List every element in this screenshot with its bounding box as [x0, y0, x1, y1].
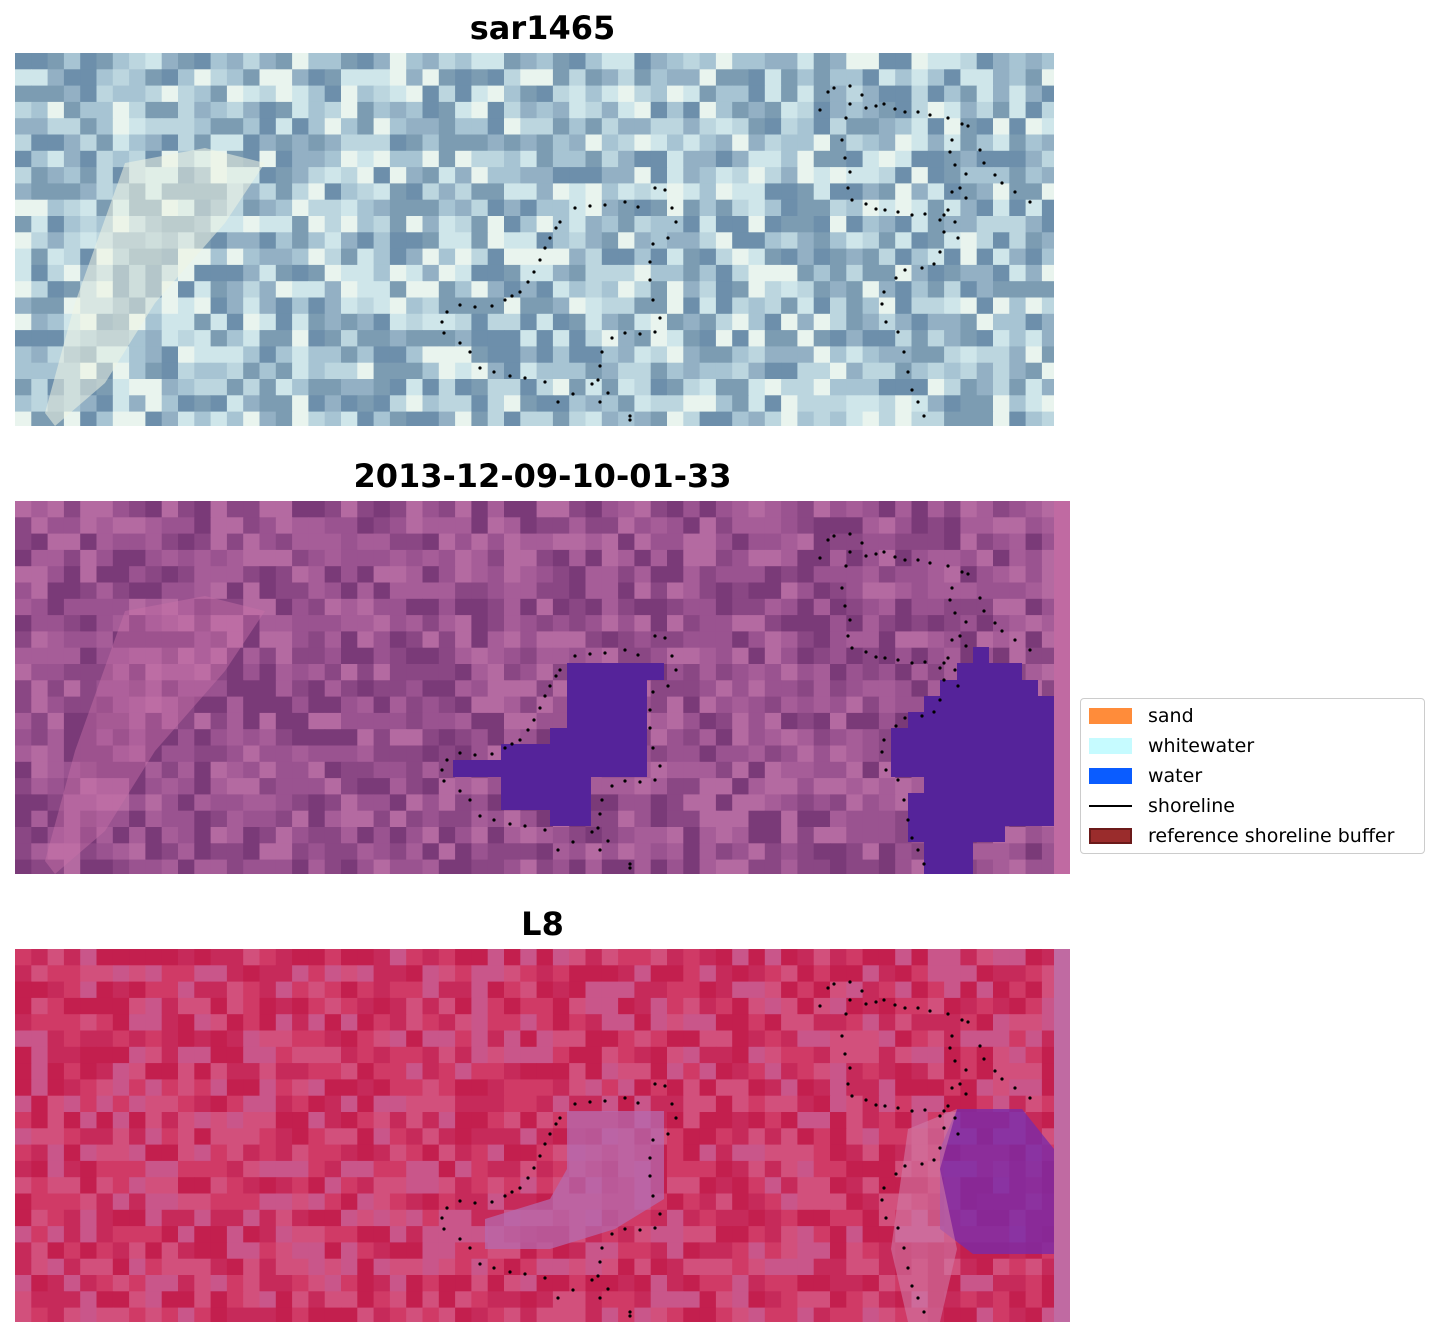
legend-item-whitewater: whitewater	[1089, 734, 1254, 758]
legend-label: whitewater	[1148, 735, 1254, 757]
purple-patch	[940, 1109, 1054, 1254]
right-edge-strip	[1054, 501, 1070, 874]
legend: sand whitewater water shoreline referenc…	[1080, 698, 1425, 854]
right-edge-strip	[1054, 949, 1070, 1322]
legend-item-shoreline: shoreline	[1089, 794, 1235, 818]
index-image-overlay	[15, 949, 1070, 1322]
panel-title-index: L8	[15, 906, 1070, 942]
legend-label: reference shoreline buffer	[1148, 825, 1394, 847]
water-swatch	[1089, 768, 1132, 784]
panel-title-rgb: sar1465	[15, 10, 1070, 46]
panel-title-classified: 2013-12-09-10-01-33	[15, 458, 1070, 494]
legend-item-reference-buffer: reference shoreline buffer	[1089, 824, 1394, 848]
shoreline-line-swatch	[1089, 805, 1132, 807]
classified-image-overlay	[15, 501, 1070, 874]
legend-label: water	[1148, 765, 1202, 787]
legend-item-sand: sand	[1089, 704, 1194, 728]
rgb-satellite-image	[15, 53, 1054, 426]
legend-label: shoreline	[1148, 795, 1235, 817]
reference-buffer-swatch	[1089, 828, 1132, 844]
legend-item-water: water	[1089, 764, 1202, 788]
sand-swatch	[1089, 708, 1132, 724]
legend-label: sand	[1148, 705, 1194, 727]
whitewater-swatch	[1089, 738, 1132, 754]
